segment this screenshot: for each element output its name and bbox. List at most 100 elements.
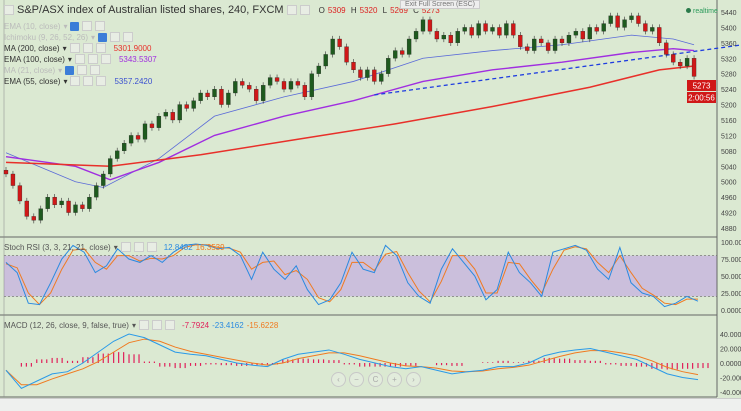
macd-axis-label: -40.0000 [720,390,741,397]
reset-chart-button[interactable]: C [368,372,383,387]
candle [622,16,627,31]
settings-icon[interactable] [83,76,94,86]
candle [337,35,342,50]
symbol-title[interactable]: S&P/ASX index of Australian listed share… [17,4,284,16]
candle-body [45,196,50,209]
settings-icon[interactable] [133,242,144,252]
close-icon[interactable] [123,32,134,42]
candle [3,167,9,178]
candle [177,101,182,124]
indicator-legend-ma200[interactable]: MA (200, close) ▾ 5301.9000 [4,43,152,53]
candle-body [260,85,266,101]
candle [10,170,16,189]
candle [122,140,127,154]
eye-icon[interactable] [74,54,85,64]
indicator-legend-ma21[interactable]: MA (21, close) ▾ [4,65,101,75]
stoch-axis-label: 0.0000 [721,308,741,315]
eye-icon[interactable] [65,65,75,75]
candle-body [115,150,120,159]
settings-icon[interactable] [286,5,297,15]
candle-body [691,58,697,77]
stoch-rsi-legend[interactable]: Stoch RSI (3, 3, 21, 21, close) ▾ 12.848… [4,242,225,252]
candle-body [601,23,606,32]
price-axis-label: 5200 [721,103,737,110]
scroll-right-button[interactable]: › [406,372,421,387]
candle-body [434,31,440,40]
scroll-left-button[interactable]: ‹ [331,372,346,387]
candle [643,20,648,35]
candle [511,20,516,39]
candle-body [149,123,155,128]
ma200-line [5,65,695,168]
candle-body [629,15,634,20]
eye-icon[interactable] [138,320,149,330]
candle [323,51,328,70]
close-icon[interactable] [95,21,106,31]
candle [302,82,308,100]
close-icon[interactable] [95,43,106,53]
candle [316,62,321,77]
close-icon[interactable] [146,242,157,252]
price-axis-label: 5160 [721,118,737,125]
candle-body [615,15,620,28]
candle-body [469,27,474,36]
candle [650,24,655,35]
candle [45,194,50,212]
candle [295,78,301,89]
settings-icon[interactable] [77,65,88,75]
candle-body [448,34,453,44]
candle [615,12,620,31]
eye-icon[interactable] [120,242,131,252]
settings-icon[interactable] [87,54,98,64]
candle-body [198,92,203,101]
zoom-in-button[interactable]: + [387,372,402,387]
eye-icon[interactable] [70,21,80,31]
zoom-out-button[interactable]: − [349,372,364,387]
candle-body [212,88,217,98]
candle [66,197,71,216]
candle-body [31,216,36,221]
indicator-legend-ichimoku[interactable]: Ichimoku (9, 26, 52, 26) ▾ [4,32,134,42]
eye-icon[interactable] [98,32,108,42]
candle-body [3,169,9,175]
price-axis-label: 5400 [721,25,737,32]
settings-icon[interactable] [110,32,121,42]
price-axis-label: 5120 [721,133,737,140]
candle [128,132,134,147]
candle [351,59,356,73]
close-icon[interactable] [100,54,111,64]
close-icon[interactable] [96,76,107,86]
indicator-legend-ema10[interactable]: EMA (10, close) ▾ [4,21,106,31]
candle-body [518,34,523,47]
exit-fullscreen-button[interactable]: Exit Full Screen (ESC) [400,0,481,9]
close-icon[interactable] [164,320,175,330]
candle-body [87,196,92,209]
candle-body [483,23,488,32]
candle-body [532,38,537,51]
candle [559,35,565,46]
collapse-icon[interactable] [4,5,14,15]
format-icon[interactable] [299,5,310,15]
eye-icon[interactable] [70,76,81,86]
candle [205,89,210,100]
candle-body [80,204,85,209]
indicator-legend-ema55[interactable]: EMA (55, close) ▾ 5357.2420 [4,76,153,86]
bottom-toolbar[interactable] [0,398,741,411]
candle-body [462,27,467,32]
close-icon[interactable] [90,65,101,75]
candle-body [559,38,565,44]
candle-body [122,142,127,152]
stoch-axis-label: 100.0000 [721,240,741,247]
trendline [374,44,741,96]
indicator-legend-ema100[interactable]: EMA (100, close) ▾ 5343.5307 [4,54,157,64]
eye-icon[interactable] [69,43,80,53]
settings-icon[interactable] [151,320,162,330]
macd-line [5,333,699,389]
macd-legend[interactable]: MACD (12, 26, close, 9, false, true) ▾ -… [4,320,279,330]
settings-icon[interactable] [82,21,93,31]
settings-icon[interactable] [82,43,93,53]
candle-body [490,27,495,32]
candle [184,101,189,112]
candle [115,147,120,162]
